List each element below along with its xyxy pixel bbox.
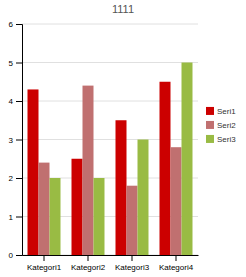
legend: Seri1 Seri2 Seri3: [206, 107, 236, 144]
y-tick-mark: [16, 24, 22, 25]
series: [39, 86, 182, 255]
bar: [28, 89, 39, 255]
y-tick: 5: [9, 59, 22, 68]
x-tick: Kategori3: [115, 255, 150, 272]
y-tick-label: 4: [9, 97, 14, 106]
y-axis: 0 1 2 3 4 5 6: [9, 20, 23, 260]
x-tick-mark: [176, 255, 177, 261]
x-tick-label: Kategori1: [27, 263, 62, 272]
legend-label: Seri2: [217, 121, 236, 130]
legend-label: Seri3: [217, 135, 236, 144]
y-tick-label: 6: [9, 20, 14, 29]
chart: 11110123456Kategori1Kategori2Kategori3Ka…: [0, 0, 246, 277]
legend-swatch: [206, 107, 214, 115]
series: [28, 82, 171, 255]
y-tick-label: 1: [9, 213, 14, 222]
legend-swatch: [206, 135, 214, 143]
legend-item: Seri2: [206, 121, 236, 130]
bar: [182, 63, 193, 256]
bar: [94, 178, 105, 255]
x-tick-label: Kategori2: [71, 263, 106, 272]
legend-label: Seri1: [217, 107, 236, 116]
axis-domain: [23, 255, 199, 256]
title: 1111: [112, 3, 134, 15]
x-tick-mark: [132, 255, 133, 261]
bar: [127, 186, 138, 255]
series: [50, 63, 193, 256]
bar: [83, 86, 94, 255]
axis-domain: [16, 25, 23, 256]
grid-line: [22, 139, 198, 140]
legend-item: Seri1: [206, 107, 236, 116]
y-tick: 2: [9, 174, 22, 183]
bar: [160, 82, 171, 255]
y-tick-label: 3: [9, 136, 14, 145]
y-tick: 0: [9, 251, 22, 260]
x-tick: Kategori4: [159, 255, 194, 272]
x-tick: Kategori2: [71, 255, 106, 272]
y-tick-mark: [16, 217, 22, 218]
bar: [116, 120, 127, 255]
y-tick-mark: [16, 178, 22, 179]
grid-line: [22, 62, 198, 63]
y-tick: 1: [9, 213, 22, 222]
x-tick-mark: [44, 255, 45, 261]
y-tick: 3: [9, 136, 22, 145]
bars: [28, 63, 193, 256]
grid: [22, 24, 198, 255]
x-tick-label: Kategori4: [159, 263, 194, 272]
x-tick-label: Kategori3: [115, 263, 150, 272]
y-tick: 6: [9, 20, 22, 29]
y-tick-mark: [16, 255, 22, 256]
bar: [171, 147, 182, 255]
y-tick: 4: [9, 97, 22, 106]
y-tick-mark: [16, 101, 22, 102]
x-axis: Kategori1 Kategori2 Kategori3 Kategori4: [23, 255, 199, 272]
grid-line: [22, 101, 198, 102]
bar: [39, 163, 50, 255]
bar: [72, 159, 83, 255]
plot: 0123456Kategori1Kategori2Kategori3Katego…: [9, 20, 199, 272]
legend-item: Seri3: [206, 135, 236, 144]
y-tick-label: 5: [9, 59, 14, 68]
grid-line: [22, 24, 198, 25]
y-tick-mark: [16, 140, 22, 141]
y-tick-label: 2: [9, 174, 14, 183]
x-tick-mark: [88, 255, 89, 261]
legend-swatch: [206, 121, 214, 129]
y-tick-label: 0: [9, 251, 14, 260]
bar: [138, 140, 149, 256]
y-tick-mark: [16, 63, 22, 64]
x-tick: Kategori1: [27, 255, 62, 272]
bar: [50, 178, 61, 255]
